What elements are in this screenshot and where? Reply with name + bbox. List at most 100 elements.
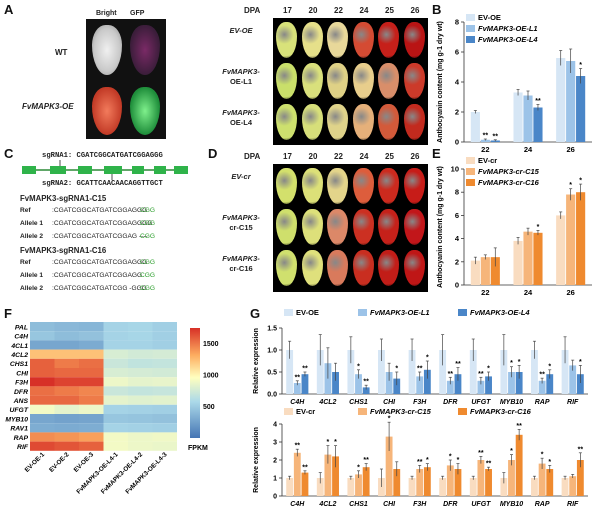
significance-label: ** (295, 374, 301, 381)
heatmap-cell (128, 432, 153, 442)
significance-label: * (548, 363, 551, 370)
bar (301, 374, 309, 394)
allele-label: Allele 1 (20, 220, 44, 227)
heatmap-cell (103, 386, 128, 396)
x-tick-label: 4CL2 (318, 501, 336, 508)
heatmap-cell (128, 404, 153, 414)
y-tick-label: 1.0 (267, 348, 277, 355)
heatmap-cell (54, 377, 79, 387)
bar (469, 478, 477, 496)
heatmap-cell (152, 441, 177, 451)
strawberry-fruit (276, 104, 297, 140)
heatmap-cell (152, 414, 177, 424)
heatmap-cell (54, 395, 79, 405)
heatmap-cell (128, 340, 153, 350)
gfp-label: GFP (130, 10, 145, 17)
bar (490, 257, 500, 285)
dpa-day-label: 25 (385, 6, 394, 15)
heatmap-cell (103, 368, 128, 378)
heatmap-cell (54, 358, 79, 368)
significance-label: * (510, 360, 513, 367)
x-tick-label: 26 (566, 145, 574, 154)
strawberry-fruit (301, 168, 323, 204)
oe-photo (86, 83, 166, 139)
heatmap-cell (30, 386, 55, 396)
strawberry-fruit (301, 209, 323, 245)
strawberry-fruit (301, 250, 323, 286)
bar (378, 350, 385, 394)
heatmap-cell (30, 441, 55, 451)
heatmap-row-label: 4CL1 (10, 343, 28, 350)
heatmap-cell (79, 368, 104, 378)
significance-label: * (357, 464, 360, 471)
heatmap-col-label: EV-OE-3 (73, 451, 96, 474)
significance-label: * (518, 359, 521, 366)
significance-label: ** (417, 459, 423, 466)
strawberry-fruit (352, 63, 374, 99)
heatmap-cell (103, 441, 128, 451)
significance-label: ** (363, 457, 369, 464)
bar (561, 350, 569, 394)
heatmap-row-label: RIF (17, 444, 29, 451)
legend-swatch (466, 179, 475, 186)
y-tick-label: 4 (455, 78, 460, 87)
strawberry-fruit (327, 22, 348, 58)
y-axis-label: Relative expression (253, 427, 260, 493)
y-tick-label: 0 (455, 138, 459, 147)
x-tick-label: UFGT (471, 399, 491, 406)
bar (538, 463, 546, 496)
allele-sequence: :CGATCGGCATGATCGGAGGG (52, 207, 148, 214)
allele-label: Allele 1 (20, 272, 44, 279)
y-tick-label: 0 (273, 494, 277, 501)
heatmap-cell (128, 322, 153, 332)
bright-label: Bright (96, 10, 117, 17)
heatmap-cell (103, 340, 128, 350)
row-label-sub: cr-C15 (229, 223, 253, 232)
strawberry-fruit (403, 22, 425, 58)
heatmap-cell (152, 432, 177, 442)
heatmap-cell (54, 414, 79, 424)
heatmap-col-label: EV-OE-2 (48, 451, 71, 474)
strawberry-fruit (327, 104, 348, 140)
significance-label: * (548, 459, 551, 466)
y-tick-label: 4 (273, 422, 277, 429)
bar (477, 380, 485, 394)
bar (513, 92, 523, 142)
gene-structure (22, 160, 188, 180)
heatmap-cell (128, 441, 153, 451)
strawberry-fruit (301, 22, 323, 58)
dpa-day-label: 26 (410, 6, 420, 15)
bar (556, 58, 566, 142)
heatmap-cell (79, 423, 104, 433)
dpa-day-label: 25 (385, 152, 394, 161)
x-tick-label: RAP (535, 501, 550, 508)
significance-label: * (388, 416, 391, 423)
significance-label: * (510, 448, 513, 455)
legend-swatch (458, 309, 467, 316)
bar (347, 478, 355, 496)
heatmap-cell (30, 414, 55, 424)
heatmap-cell (152, 423, 177, 433)
pam-sequence: CGG (140, 220, 156, 227)
significance-label: * (537, 224, 540, 231)
x-tick-label: 22 (481, 288, 489, 297)
bar (408, 350, 416, 394)
bar (416, 376, 424, 394)
heatmap-cell (30, 423, 55, 433)
bar (480, 257, 490, 285)
row-label: FvMAPK3- (222, 213, 260, 222)
x-tick-label: 24 (524, 288, 533, 297)
heatmap-cell (54, 331, 79, 341)
bar (286, 478, 294, 496)
significance-label: * (541, 452, 544, 459)
strawberry-fruit (403, 250, 425, 286)
x-tick-label: DFR (443, 501, 457, 508)
strawberry-fruit (327, 63, 348, 99)
strawberry-fruit (352, 250, 374, 286)
bar (446, 465, 454, 496)
heatmap-cell (103, 432, 128, 442)
heatmap-cell (54, 423, 79, 433)
strawberry-fruit (352, 104, 374, 140)
heatmap-cell (128, 349, 153, 359)
